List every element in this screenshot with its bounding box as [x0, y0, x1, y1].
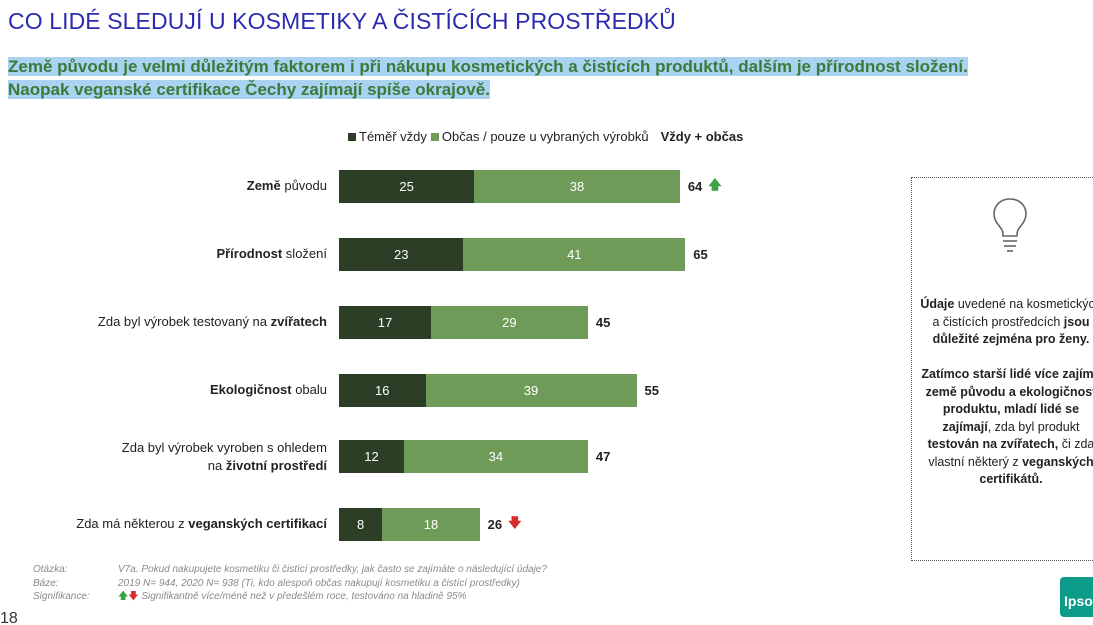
footnotes: Otázka: V7a. Pokud nakupujete kosmetiku č… [33, 563, 547, 604]
arrow-up-icon: 🡅 [118, 591, 129, 602]
bar-segment-almost-always: 17 [339, 306, 431, 339]
subtitle-line-1: Země původu je velmi důležitým faktorem … [8, 57, 968, 76]
base-text: 2019 N= 944, 2020 N= 938 (Ti, kdo alespo… [118, 577, 520, 589]
bar-segment-sometimes: 29 [430, 306, 588, 339]
bar-segment-almost-always: 23 [339, 238, 464, 271]
page-number: 18 [0, 610, 18, 625]
significance-label: Signifikance: [33, 591, 90, 602]
info-t3: či zda vlastní některý z [928, 437, 1093, 469]
total-value-label: 65 [693, 247, 708, 262]
info-t2: , zda byl produkt [987, 419, 1080, 434]
info-b3: Zatímco starší lidé více zajímá země pův… [921, 367, 1093, 434]
info-b1: Údaje [920, 297, 955, 311]
page-subtitle: Země původu je velmi důležitým faktorem … [8, 55, 1093, 101]
info-b2: jsou důležité zejména pro ženy. [932, 314, 1090, 347]
lightbulb-icon [993, 198, 1027, 252]
bar-segment-almost-always: 8 [339, 508, 383, 541]
category-label: Zda byl výrobek testovaný na zvířatech [97, 314, 327, 329]
arrow-up-icon: 🡅 [708, 176, 722, 192]
legend-swatch-light [430, 132, 439, 141]
legend-swatch-dark [348, 132, 356, 141]
bar-segment-sometimes: 38 [474, 170, 680, 203]
arrow-down-icon: 🡇 [128, 591, 139, 602]
legend-total-label: Vždy + občas [660, 129, 744, 144]
category-label: Ekologičnost obalu [209, 382, 327, 397]
total-value-label: 55 [644, 383, 660, 398]
bar-segment-almost-always: 12 [339, 440, 404, 473]
base-label: Báze: [33, 577, 59, 589]
total-value-label: 45 [595, 315, 611, 330]
bar-segment-almost-always: 16 [339, 374, 426, 407]
bar-segment-sometimes: 41 [463, 238, 686, 271]
category-label: Přírodnost složení [216, 246, 327, 261]
bar-segment-sometimes: 18 [382, 508, 480, 541]
page-title: CO LIDÉ SLEDUJÍ U KOSMETIKY A ČISTÍCÍCH … [8, 8, 676, 34]
legend-label-dark: Téměř vždy [359, 129, 427, 144]
total-value-label: 26 🡇 [488, 508, 522, 541]
subtitle-line-2: Naopak veganské certifikace Čechy zajíma… [8, 80, 490, 99]
significance-text: Signifikantně více/méně než v předešlém … [141, 591, 467, 602]
arrow-down-icon: 🡇 [508, 514, 522, 530]
category-label: Zda má některou z veganských certifikací [76, 516, 327, 531]
legend-label-light: Občas / pouze u vybraných výrobků [441, 129, 649, 144]
info-text: Údaje uvedené na kosmetických a čistícíc… [918, 296, 1093, 489]
question-text: V7a. Pokud nakupujete kosmetiku či čistí… [118, 564, 547, 575]
bar-segment-sometimes: 39 [425, 374, 637, 407]
ipsos-logo: Ipso [1060, 577, 1093, 617]
info-t1: uvedené na kosmetických a čistících pros… [932, 297, 1093, 329]
question-label: Otázka: [33, 564, 68, 575]
total-value-label: 47 [595, 449, 611, 464]
bar-segment-sometimes: 34 [403, 440, 588, 473]
bar-segment-almost-always: 25 [339, 170, 475, 203]
info-box: Údaje uvedené na kosmetických a čistícíc… [911, 177, 1093, 561]
chart-legend: Téměř vždy Občas / pouze u vybraných výr… [346, 129, 743, 144]
total-value-label: 64 🡅 [688, 170, 722, 203]
info-b5: veganských certifikátů. [979, 454, 1093, 487]
category-label: Země původu [246, 178, 327, 193]
category-label: Zda byl výrobek vyroben s ohledem na živo… [121, 440, 327, 473]
info-b4: testován na zvířatech, [927, 437, 1059, 451]
